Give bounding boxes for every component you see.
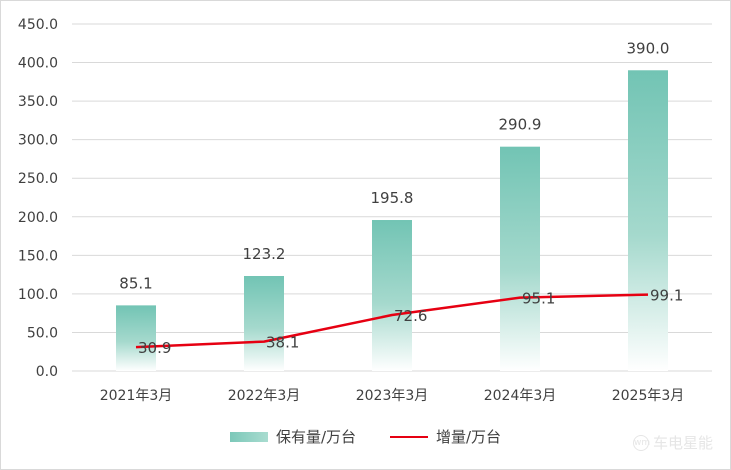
line-data-label: 95.1: [522, 290, 555, 308]
y-tick-label: 300.0: [18, 133, 58, 149]
bar: [244, 275, 284, 371]
y-tick-label: 50.0: [27, 325, 58, 341]
bar: [628, 70, 668, 372]
legend-swatch-line: [390, 435, 428, 438]
legend: 保有量/万台 增量/万台: [0, 426, 731, 447]
x-tick-label: 2022年3月: [228, 388, 301, 404]
bar-data-label: 195.8: [371, 189, 414, 207]
watermark-text: 车电星能: [652, 434, 713, 452]
y-tick-label: 0.0: [36, 364, 58, 380]
x-tick-label: 2023年3月: [356, 388, 429, 404]
legend-label-stock: 保有量/万台: [275, 428, 356, 446]
bar-data-label: 123.2: [243, 245, 286, 263]
line-data-label: 99.1: [650, 287, 683, 305]
line-data-label: 38.1: [266, 334, 299, 352]
bar: [500, 146, 540, 371]
line-data-label: 30.9: [138, 339, 171, 357]
y-tick-label: 100.0: [18, 287, 58, 303]
legend-label-increment: 增量/万台: [436, 428, 502, 446]
y-tick-label: 150.0: [18, 248, 58, 264]
bar: [372, 220, 412, 371]
bar-data-label: 85.1: [119, 274, 152, 292]
watermark-icon: wm: [632, 434, 650, 451]
watermark: wm 车电星能: [632, 432, 713, 453]
x-tick-label: 2024年3月: [484, 388, 557, 404]
bar-data-label: 290.9: [499, 116, 542, 134]
legend-item-stock: 保有量/万台: [229, 426, 356, 447]
y-tick-label: 250.0: [18, 171, 58, 187]
legend-swatch-bar: [229, 431, 268, 442]
y-tick-label: 400.0: [18, 56, 58, 72]
y-tick-label: 350.0: [18, 94, 58, 110]
bar-data-label: 390.0: [627, 39, 670, 57]
x-tick-label: 2021年3月: [100, 388, 173, 404]
legend-item-increment: 增量/万台: [390, 426, 501, 447]
bar: [116, 305, 156, 371]
series-line: [135, 293, 649, 349]
y-tick-label: 450.0: [18, 17, 58, 33]
line-data-label: 72.6: [394, 307, 427, 325]
x-tick-label: 2025年3月: [612, 388, 685, 404]
y-tick-label: 200.0: [18, 210, 58, 226]
